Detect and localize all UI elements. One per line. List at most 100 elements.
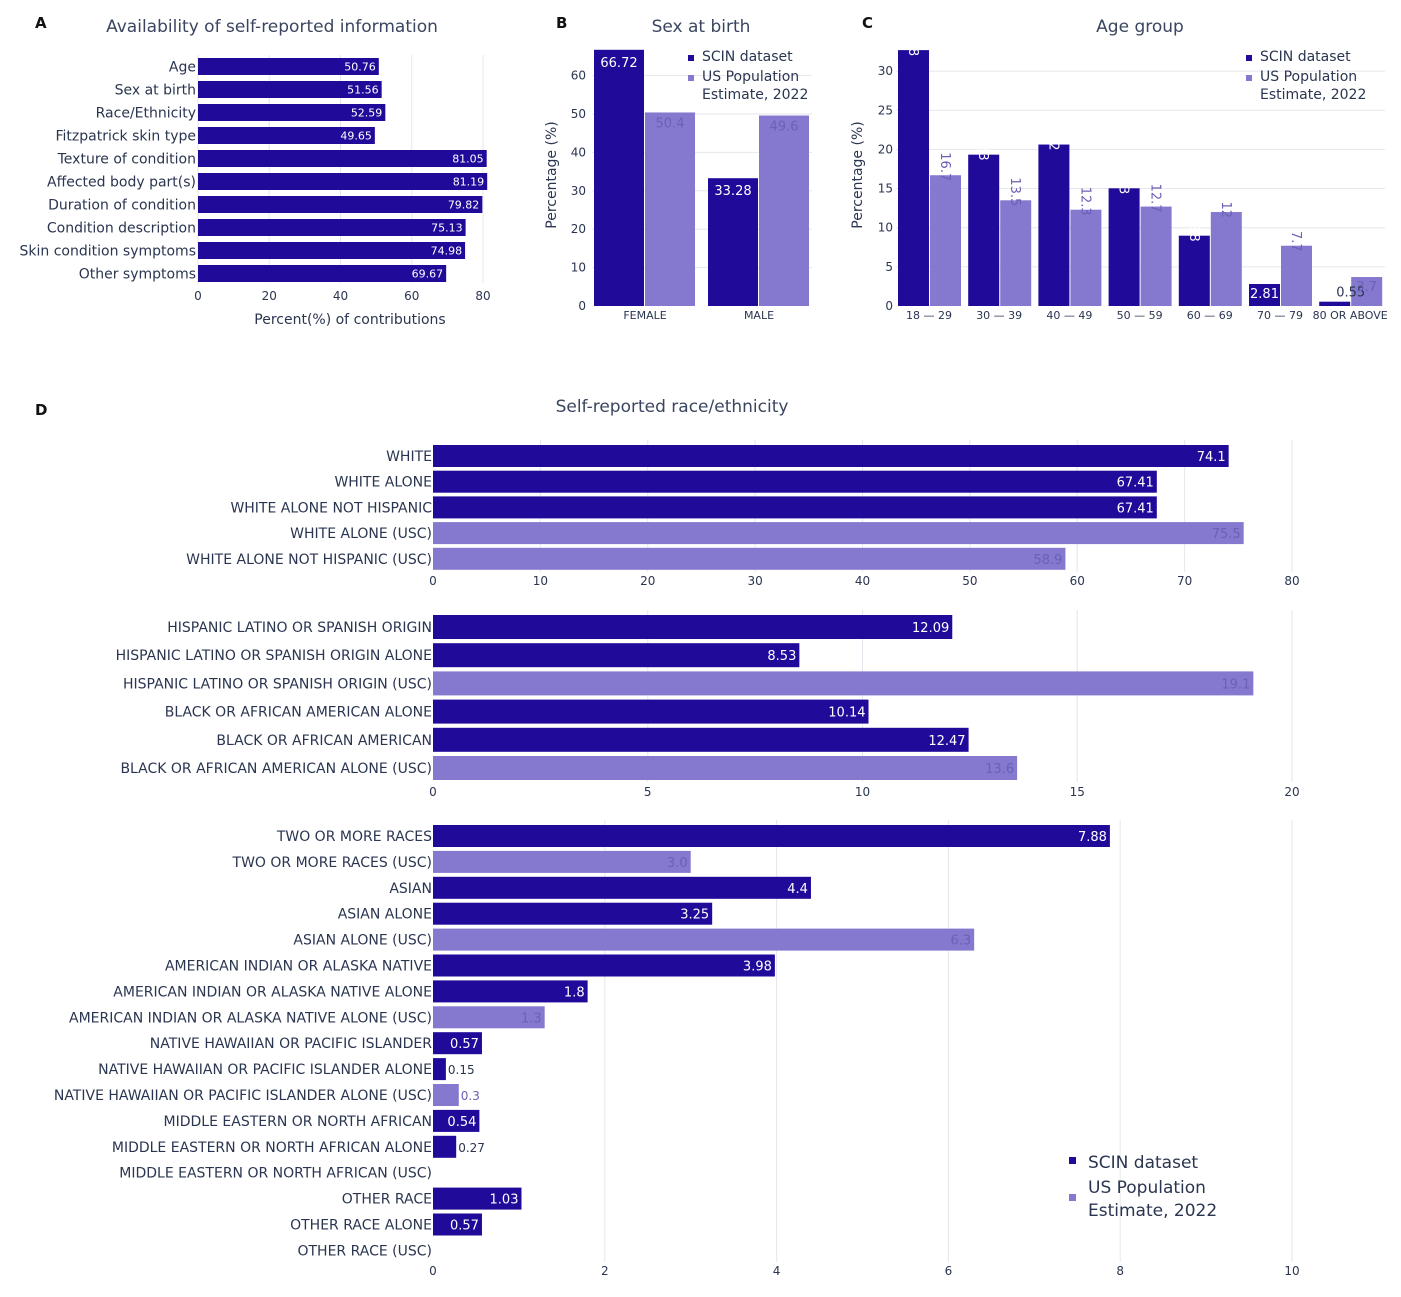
category-label: MIDDLE EASTERN OR NORTH AFRICAN	[164, 1114, 432, 1130]
x-tick-label: 5	[644, 785, 652, 799]
category-label: BLACK OR AFRICAN AMERICAN ALONE (USC)	[120, 761, 432, 777]
data-label: 79.82	[448, 199, 480, 212]
data-label: 1.8	[564, 985, 585, 1000]
x-tick-label: 2	[601, 1264, 609, 1278]
category-label: Other symptoms	[79, 267, 196, 283]
category-label: WHITE ALONE (USC)	[290, 526, 432, 542]
x-tick-label: 80 OR ABOVE	[1313, 309, 1388, 322]
y-tick-label: 0	[578, 299, 586, 313]
bar-scin	[433, 496, 1157, 519]
bar	[198, 127, 375, 144]
bar-us	[433, 928, 975, 951]
x-tick-label: 80	[475, 289, 490, 303]
data-label: 50.76	[344, 61, 376, 74]
data-label: 1.03	[490, 1193, 519, 1208]
bar-us	[1000, 200, 1032, 306]
data-label: 74.1	[1197, 450, 1226, 465]
bar	[198, 242, 466, 259]
x-tick-label: 20	[1284, 785, 1299, 799]
panel-d-letter: D	[35, 401, 47, 419]
bar	[198, 219, 466, 236]
data-label: 7.88	[1078, 830, 1107, 845]
x-tick-label: 40	[333, 289, 348, 303]
data-label: 7.7	[1288, 231, 1303, 252]
bar	[198, 173, 488, 190]
bar-us	[433, 756, 1018, 780]
category-label: WHITE ALONE NOT HISPANIC	[230, 500, 432, 516]
category-label: HISPANIC LATINO OR SPANISH ORIGIN	[167, 620, 432, 636]
bar	[198, 150, 487, 167]
bar-scin	[433, 980, 588, 1003]
y-tick-label: 15	[878, 182, 893, 196]
category-label: MIDDLE EASTERN OR NORTH AFRICAN (USC)	[119, 1166, 432, 1182]
category-label: OTHER RACE (USC)	[297, 1243, 432, 1259]
panel-c-legend-us-swatch	[1246, 75, 1252, 81]
category-label: AMERICAN INDIAN OR ALASKA NATIVE ALONE (…	[69, 1010, 432, 1026]
data-label: 81.05	[452, 153, 484, 166]
data-label: 58.9	[1033, 553, 1062, 568]
x-tick-label: FEMALE	[623, 309, 666, 322]
y-tick-label: 60	[571, 69, 586, 83]
x-tick-label: 10	[855, 785, 870, 799]
category-label: ASIAN ALONE (USC)	[293, 933, 432, 949]
x-tick-label: 40 — 49	[1046, 309, 1092, 322]
bar-scin	[594, 49, 644, 307]
bar-us	[759, 115, 809, 306]
data-label: 81.19	[453, 176, 485, 189]
y-tick-label: 10	[878, 221, 893, 235]
data-label: 49.6	[770, 120, 799, 135]
bar-scin	[1038, 144, 1070, 306]
data-label: 51.56	[347, 84, 379, 97]
bar-scin	[1319, 301, 1351, 306]
y-tick-label: 10	[571, 261, 586, 275]
data-label: 0.15	[448, 1063, 475, 1077]
x-tick-label: 4	[773, 1264, 781, 1278]
x-tick-label: 50	[962, 574, 977, 588]
bar-scin	[433, 825, 1110, 847]
bar-scin	[433, 876, 811, 899]
x-tick-label: MALE	[744, 309, 774, 322]
bar-us	[433, 850, 691, 873]
data-label: 67.41	[1117, 501, 1154, 516]
data-label: 0.55	[1336, 286, 1365, 301]
bar-us	[433, 1084, 459, 1106]
x-tick-label: 50 — 59	[1117, 309, 1163, 322]
x-tick-label: 80	[1284, 574, 1299, 588]
data-label: 1.3	[521, 1011, 542, 1026]
bar-scin	[433, 615, 953, 639]
bar-scin	[433, 699, 869, 724]
x-tick-label: 60	[404, 289, 419, 303]
data-label: 50.4	[656, 116, 685, 131]
bar-scin	[968, 154, 1000, 306]
category-label: Race/Ethnicity	[96, 106, 196, 122]
x-tick-label: 30	[747, 574, 762, 588]
bar-us	[1210, 212, 1242, 306]
panel-d-legend-us-label-2: Estimate, 2022	[1088, 1201, 1217, 1221]
data-label: 10.14	[828, 706, 865, 721]
x-tick-label: 10	[533, 574, 548, 588]
bar	[198, 265, 447, 282]
y-tick-label: 30	[571, 184, 586, 198]
category-label: OTHER RACE	[342, 1192, 432, 1208]
category-label: WHITE	[386, 449, 432, 465]
data-label: 16.7	[937, 152, 952, 181]
panel-c-legend-us-label-2: Estimate, 2022	[1260, 87, 1366, 103]
bar	[198, 196, 483, 213]
y-tick-label: 20	[878, 142, 893, 156]
x-axis-title: Percent(%) of contributions	[254, 312, 445, 328]
category-label: NATIVE HAWAIIAN OR PACIFIC ISLANDER	[150, 1036, 432, 1052]
data-label: 12.7	[1148, 184, 1163, 213]
data-label: 32.68	[905, 19, 920, 56]
data-label: 3.7	[1356, 280, 1377, 295]
panel-a-title: Availability of self-reported informatio…	[106, 17, 438, 37]
category-label: TWO OR MORE RACES (USC)	[232, 855, 432, 871]
bar-scin	[433, 1135, 457, 1158]
data-label: 12	[1218, 201, 1233, 218]
data-label: 8.98	[1186, 213, 1201, 242]
category-label: Duration of condition	[48, 198, 196, 214]
panel-b-legend-us-label-2: Estimate, 2022	[702, 87, 808, 103]
bar-us	[433, 1006, 545, 1029]
category-label: OTHER RACE ALONE	[290, 1218, 432, 1234]
x-tick-label: 18 — 29	[906, 309, 952, 322]
